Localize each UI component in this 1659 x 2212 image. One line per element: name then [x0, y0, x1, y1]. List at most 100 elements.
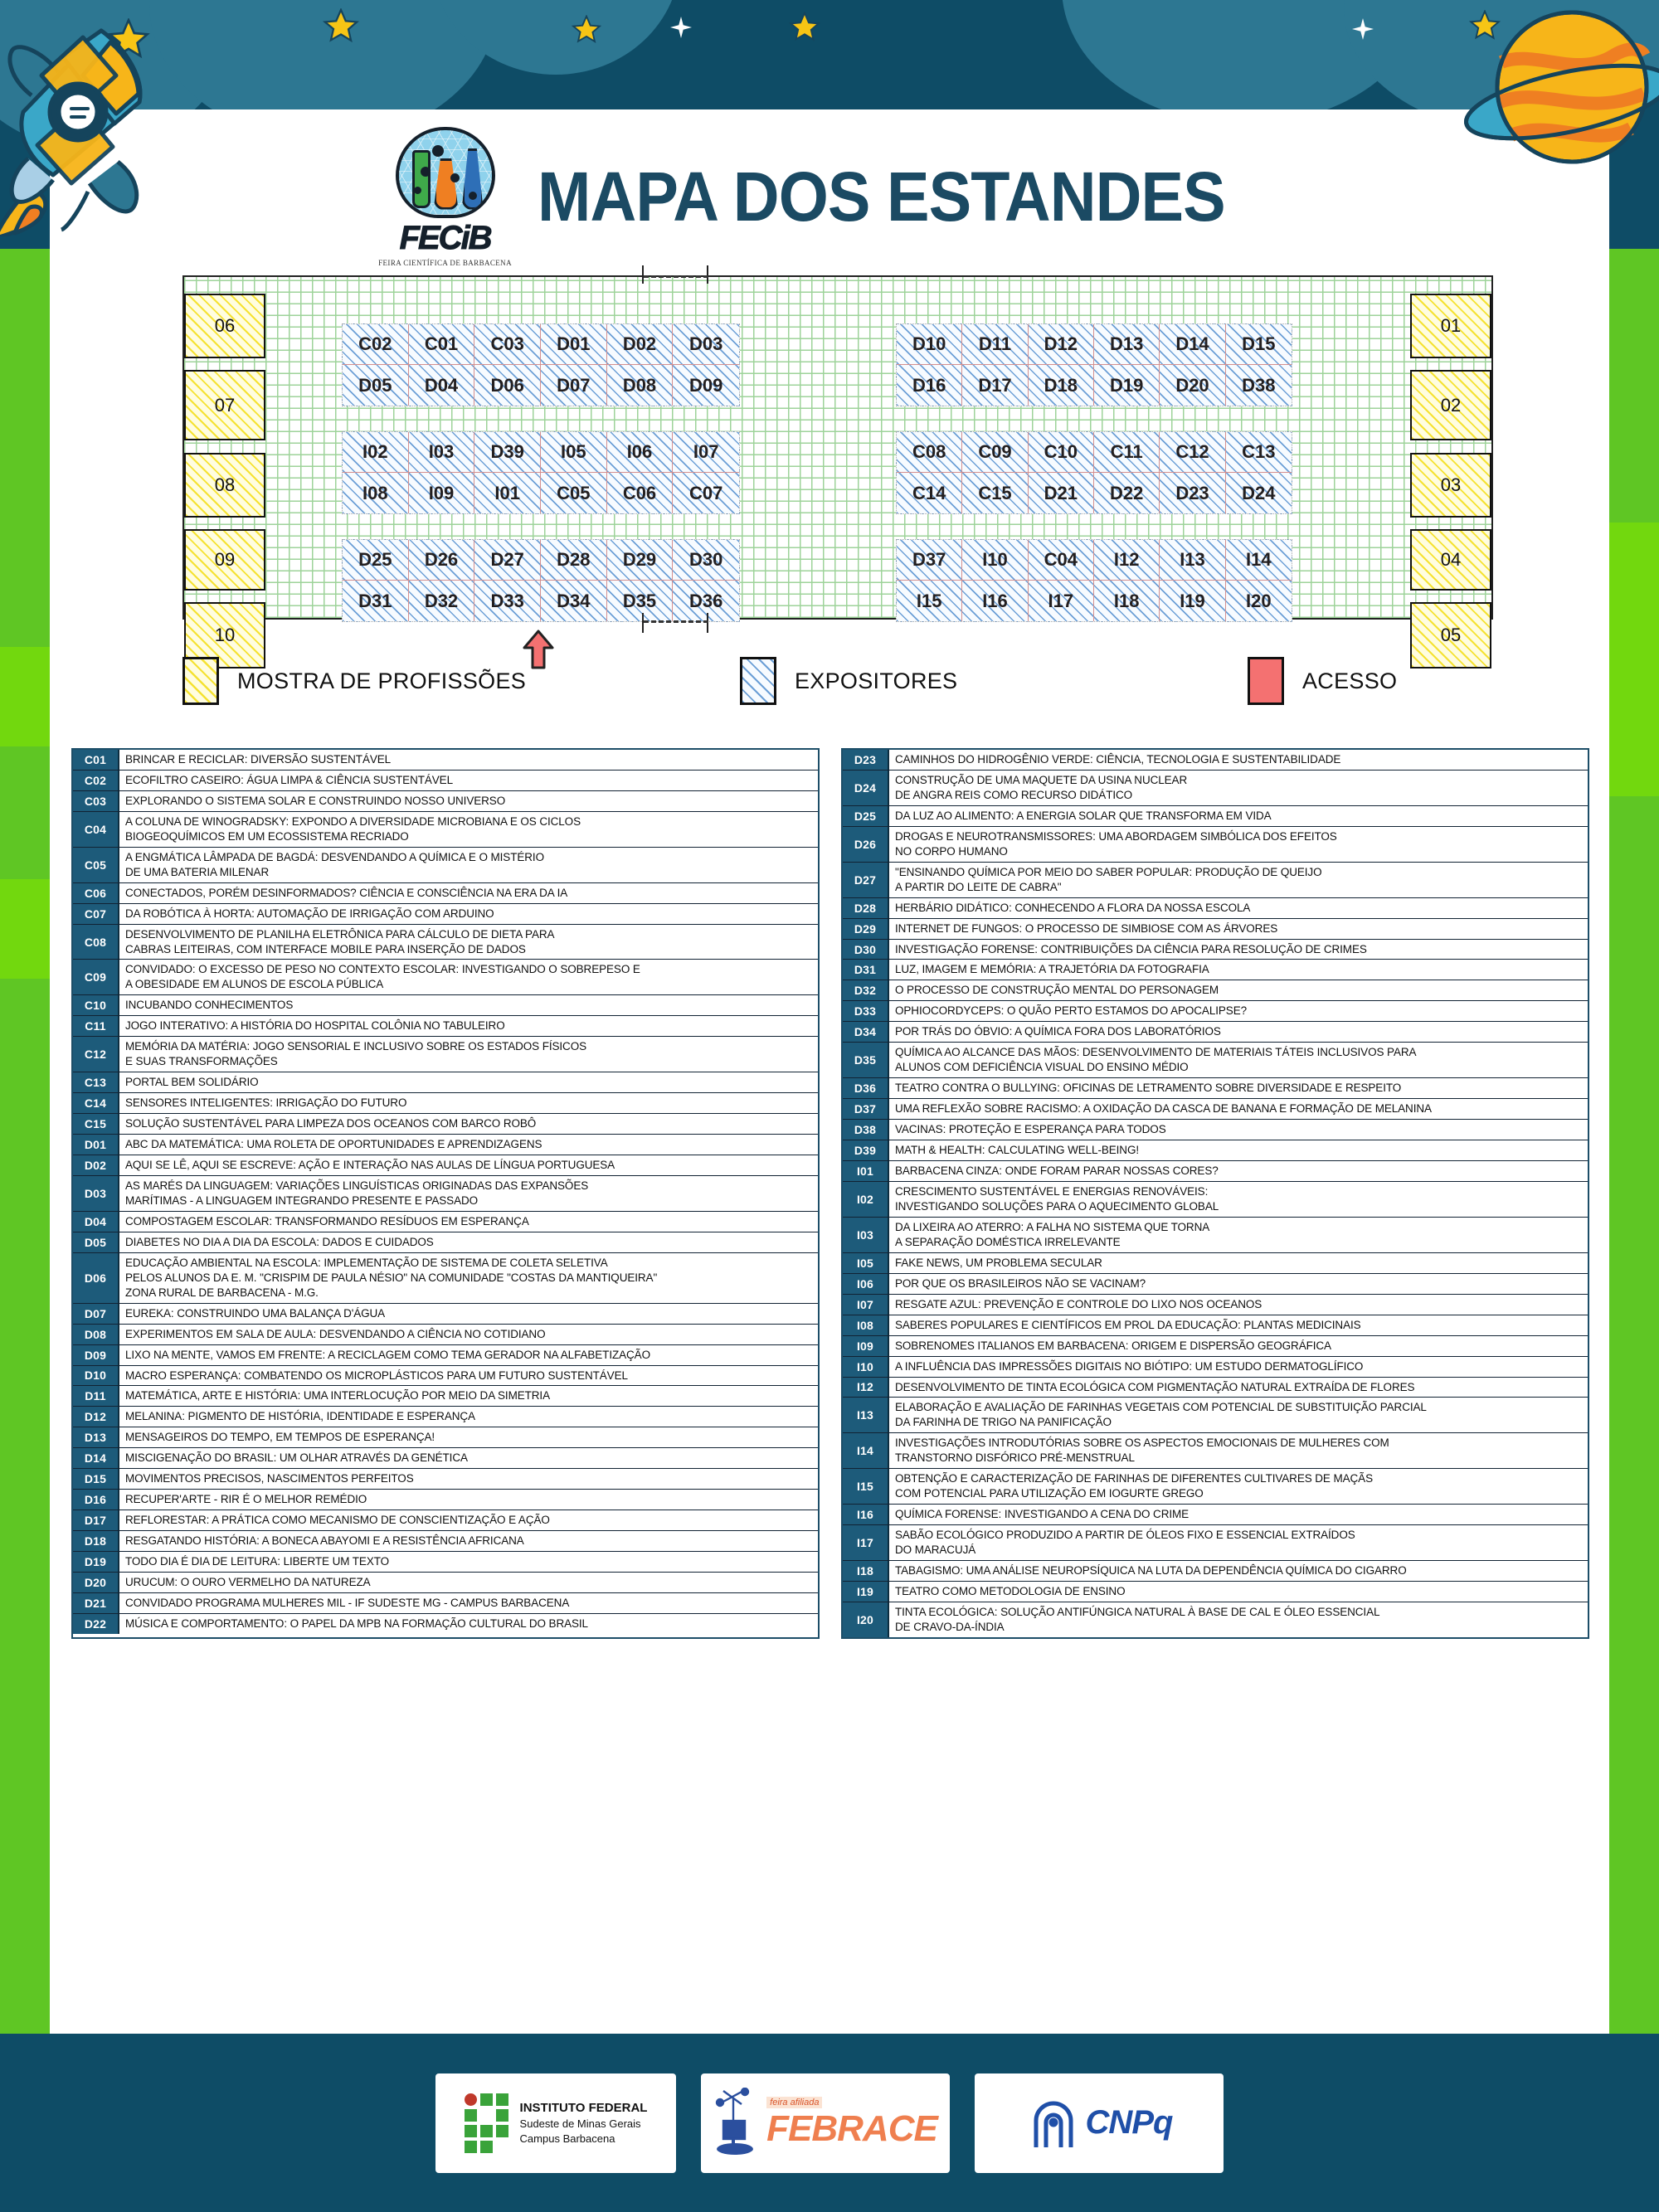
stand-cell[interactable]: C01	[408, 324, 475, 365]
stand-cell[interactable]: D26	[408, 540, 475, 581]
table-row: D26 DROGAS E NEUROTRANSMISSORES: UMA ABOR…	[843, 826, 1588, 863]
booth-07[interactable]: 07	[184, 370, 265, 440]
table-row: I20 TINTA ECOLÓGICA: SOLUÇÃO ANTIFÚNGICA …	[843, 1602, 1588, 1637]
stand-cell[interactable]: D11	[962, 324, 1029, 365]
booth-label: 10	[214, 625, 236, 645]
stand-cell[interactable]: C10	[1028, 432, 1094, 473]
stand-cell[interactable]: C11	[1094, 432, 1160, 473]
stand-cell[interactable]: D34	[541, 581, 607, 621]
stand-cell[interactable]: D38	[1242, 374, 1276, 396]
stand-cell[interactable]: D10	[897, 324, 963, 365]
stand-cell[interactable]: D06	[474, 365, 541, 406]
stand-cell[interactable]: D04	[409, 365, 475, 406]
table-row: D39 MATH & HEALTH: CALCULATING WELL-BEING…	[843, 1140, 1588, 1162]
stand-cell[interactable]: I20	[1246, 590, 1272, 611]
stand-cell[interactable]: D39	[474, 432, 541, 473]
stand-cell[interactable]: I07	[673, 432, 739, 473]
stand-cell[interactable]: D20	[1160, 365, 1226, 406]
stand-cell[interactable]: D36	[688, 590, 723, 611]
stand-cell[interactable]: D23	[1160, 473, 1226, 513]
stand-cell[interactable]: C12	[1160, 432, 1226, 473]
booth-08[interactable]: 08	[184, 453, 265, 518]
project-title: TODO DIA É DIA DE LEITURA: LIBERTE UM TE…	[125, 1555, 390, 1568]
stand-cell[interactable]: D05	[343, 365, 409, 406]
stand-cell[interactable]: D33	[474, 581, 541, 621]
stand-cell[interactable]: D07	[541, 365, 607, 406]
stand-cell[interactable]: D19	[1094, 365, 1160, 406]
stand-cell[interactable]: D32	[409, 581, 475, 621]
stand-cell[interactable]: C07	[688, 482, 723, 503]
stand-cell[interactable]: I12	[1094, 540, 1160, 581]
stand-cell[interactable]: D35	[607, 581, 674, 621]
stand-cell[interactable]: D01	[540, 324, 607, 365]
stand-cell[interactable]: C09	[962, 432, 1029, 473]
booth-03[interactable]: 03	[1410, 453, 1491, 518]
stand-cell[interactable]: I03	[408, 432, 475, 473]
stand-cell[interactable]: C02	[343, 324, 409, 365]
booth-05[interactable]: 05	[1410, 602, 1491, 668]
stand-cell[interactable]: D03	[673, 324, 739, 365]
stand-code: D05	[73, 1232, 119, 1252]
fecib-wordmark: FECiB	[399, 219, 493, 256]
booth-06[interactable]: 06	[184, 294, 265, 358]
booth-label: 08	[214, 474, 236, 495]
stand-cell[interactable]: I09	[409, 473, 475, 513]
stand-cell[interactable]: I17	[1029, 581, 1094, 621]
stand-cell[interactable]: D29	[606, 540, 674, 581]
stand-cell[interactable]: D15	[1225, 324, 1292, 365]
stand-cell[interactable]: D09	[688, 374, 723, 396]
stand-cell[interactable]: D27	[474, 540, 541, 581]
poster-footer: INSTITUTO FEDERAL Sudeste de Minas Gerai…	[0, 2034, 1659, 2212]
stand-cell[interactable]: I06	[606, 432, 674, 473]
stand-code: I09	[843, 1335, 889, 1356]
stand-cell[interactable]: C04	[1028, 540, 1094, 581]
table-row: D08 EXPERIMENTOS EM SALA DE AULA: DESVEND…	[73, 1324, 818, 1345]
stand-cell[interactable]: I16	[962, 581, 1029, 621]
stand-cell[interactable]: C13	[1225, 432, 1292, 473]
stand-cell[interactable]: D25	[343, 540, 409, 581]
stand-cell[interactable]: I10	[962, 540, 1029, 581]
stand-code: C07	[73, 903, 119, 924]
stand-cell[interactable]: I15	[897, 581, 963, 621]
stand-cell[interactable]: C03	[474, 324, 541, 365]
stand-cell[interactable]: I08	[343, 473, 409, 513]
stand-cell[interactable]: D22	[1094, 473, 1160, 513]
stand-cell[interactable]: D16	[897, 365, 963, 406]
stand-cell[interactable]: D14	[1160, 324, 1226, 365]
stand-cell[interactable]: D28	[540, 540, 607, 581]
stand-cell[interactable]: D37	[897, 540, 963, 581]
stand-cell[interactable]: D24	[1242, 482, 1276, 503]
stand-cell[interactable]: C14	[897, 473, 963, 513]
stand-cell[interactable]: C05	[541, 473, 607, 513]
stand-cell[interactable]: C15	[962, 473, 1029, 513]
table-row: C02 ECOFILTRO CASEIRO: ÁGUA LIMPA & CIÊNC…	[73, 770, 818, 791]
stand-cell[interactable]: I19	[1160, 581, 1226, 621]
stand-cell[interactable]: D02	[606, 324, 674, 365]
stand-cell[interactable]: D12	[1028, 324, 1094, 365]
stand-cell[interactable]: I01	[474, 473, 541, 513]
stand-cell[interactable]: D30	[673, 540, 739, 581]
legend-item-acesso: ACESSO	[1248, 657, 1397, 705]
stand-code: I02	[843, 1181, 889, 1217]
stand-cell[interactable]: I02	[343, 432, 409, 473]
stand-cell[interactable]: I18	[1094, 581, 1160, 621]
stand-cell[interactable]: D18	[1029, 365, 1094, 406]
stand-cell[interactable]: I13	[1160, 540, 1226, 581]
booth-10[interactable]: 10	[184, 602, 265, 668]
stand-code: D09	[73, 1344, 119, 1365]
stand-cell[interactable]: D13	[1094, 324, 1160, 365]
project-title: COMPOSTAGEM ESCOLAR: TRANSFORMANDO RESÍD…	[125, 1214, 529, 1228]
booth-09[interactable]: 09	[184, 529, 265, 591]
booth-04[interactable]: 04	[1410, 529, 1491, 591]
stand-cell[interactable]: D08	[607, 365, 674, 406]
stand-cell[interactable]: C06	[607, 473, 674, 513]
stand-cell[interactable]: I05	[540, 432, 607, 473]
booth-02[interactable]: 02	[1410, 370, 1491, 440]
stand-cell[interactable]: D31	[343, 581, 409, 621]
stand-cell[interactable]: I14	[1225, 540, 1292, 581]
stand-cell[interactable]: D21	[1029, 473, 1094, 513]
stand-cell[interactable]: C08	[897, 432, 963, 473]
booth-01[interactable]: 01	[1410, 294, 1491, 358]
stand-cell[interactable]: D17	[962, 365, 1029, 406]
stand-code: I12	[843, 1377, 889, 1398]
